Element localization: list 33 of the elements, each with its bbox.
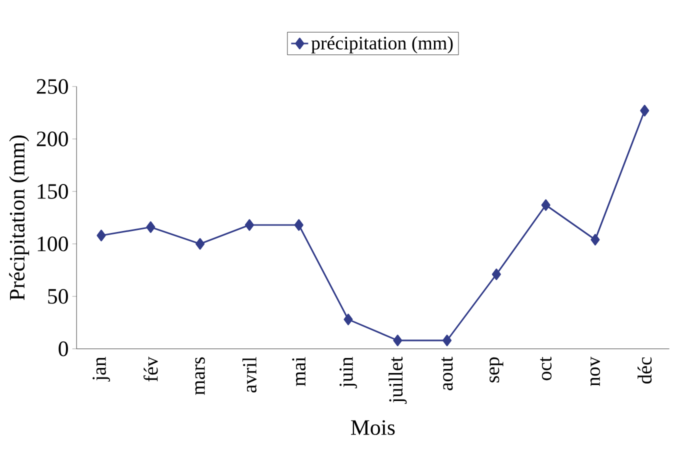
point <box>640 104 650 117</box>
point <box>196 238 205 250</box>
point <box>442 334 452 346</box>
y-tick-label: 150 <box>38 184 68 199</box>
x-tick-label: juillet <box>388 356 407 404</box>
point <box>393 334 402 346</box>
x-tick-label: avril <box>242 357 256 393</box>
point <box>541 199 550 211</box>
point <box>344 314 353 326</box>
x-axis-title: Mois <box>351 420 395 436</box>
point <box>244 219 254 231</box>
point <box>492 268 501 280</box>
x-tick-label: mai <box>292 357 306 386</box>
x-tick-label: aout <box>441 356 453 390</box>
x-tick-label: sep <box>490 357 504 382</box>
x-tick-label: déc <box>638 357 652 384</box>
y-tick-label: 100 <box>38 236 68 252</box>
y-tick-label: 0 <box>58 342 68 356</box>
x-tick-label: fév <box>144 356 158 382</box>
point <box>590 234 600 246</box>
x-tick-label: jan <box>92 357 110 382</box>
x-tick-label: juin <box>340 357 357 388</box>
x-tick-label: oct <box>540 356 552 380</box>
y-tick-label: 250 <box>36 79 68 94</box>
y-axis-title: Précipitation (mm) <box>9 136 30 300</box>
point <box>146 221 156 233</box>
point <box>96 230 106 242</box>
x-tick-label: mars <box>195 357 205 396</box>
legend-label: précipitation (mm) <box>311 36 453 54</box>
y-tick-label: 200 <box>36 132 68 146</box>
x-tick-label: nov <box>590 356 600 386</box>
point <box>294 219 304 231</box>
y-tick-label: 50 <box>48 289 68 304</box>
